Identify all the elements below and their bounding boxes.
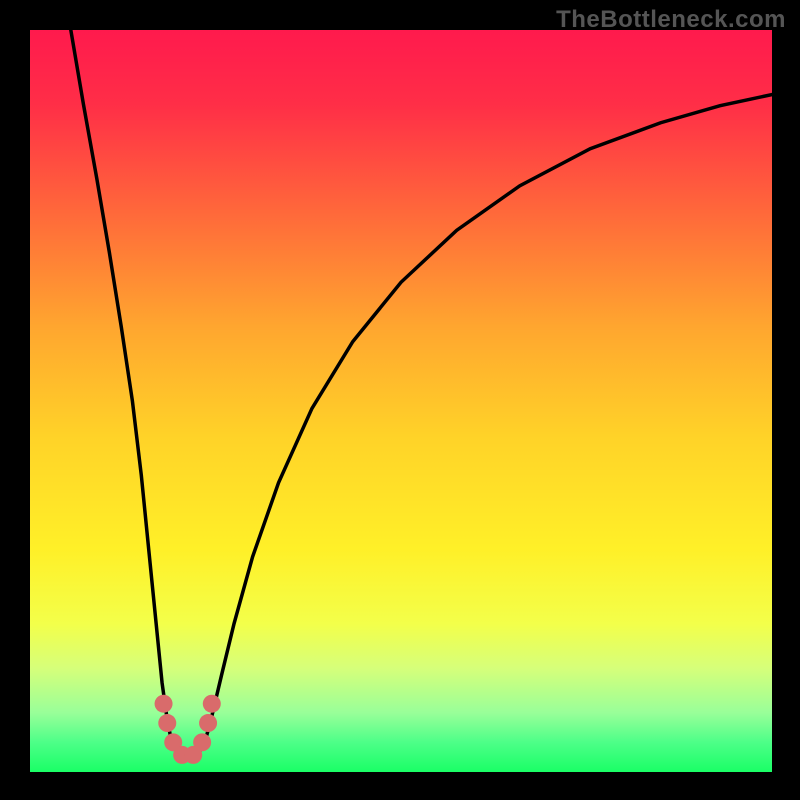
data-markers	[155, 695, 221, 764]
data-marker	[193, 733, 211, 751]
curve-left	[71, 30, 176, 750]
data-marker	[155, 695, 173, 713]
watermark-text: TheBottleneck.com	[556, 6, 786, 34]
data-marker	[158, 714, 176, 732]
data-marker	[199, 714, 217, 732]
curve-layer	[30, 30, 772, 772]
data-marker	[203, 695, 221, 713]
chart-container: TheBottleneck.com	[0, 0, 800, 800]
curve-right	[201, 95, 772, 750]
plot-area	[30, 30, 772, 772]
